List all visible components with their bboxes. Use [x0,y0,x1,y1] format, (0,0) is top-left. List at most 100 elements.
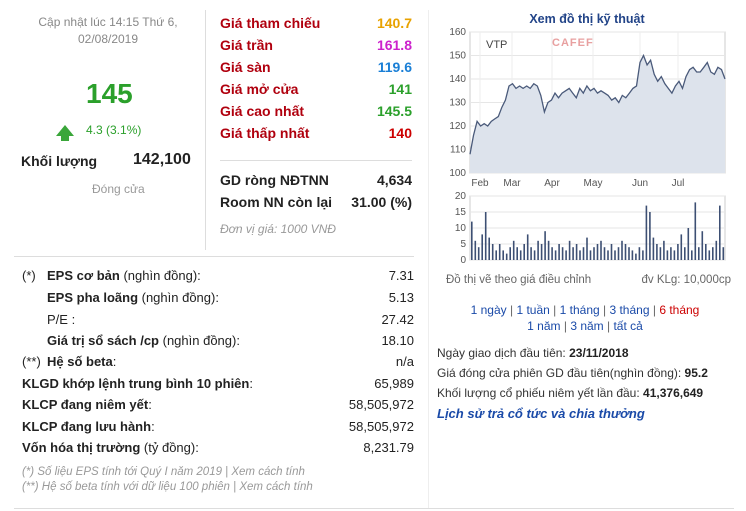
volume-bar [484,212,487,260]
price-tick-label: 160 [449,28,466,38]
volume-bar [652,237,655,260]
foreign-net-row: GD ròng NĐTNN 4,634 [220,172,412,188]
financial-row-label: KLCP đang lưu hành: [22,419,155,440]
market-status: Đóng cửa [92,182,145,196]
timeframe-option[interactable]: 6 tháng [659,303,700,317]
volume-bar [649,212,651,260]
first-listed-volume-label: Khối lượng cổ phiếu niêm yết lần đầu: [437,386,640,400]
volume-bar [712,247,714,260]
financial-row-value: 5.13 [388,290,414,305]
price-row: Giá mở cửa 141 [220,81,412,103]
timeframe-option[interactable]: 3 năm [570,319,604,333]
financial-row-label: KLCP đang niêm yết: [22,397,152,418]
stock-chart[interactable]: 100 110 120 130 140 150 160 0 5 10 15 20 Feb Mar Apr Ma… [440,28,735,268]
volume-bar [687,228,690,260]
divider [14,508,734,509]
volume-bar [631,250,634,260]
price-tick-label: 110 [450,145,466,156]
financial-row-name: KLCP đang niêm yết [22,397,149,412]
price-area [470,55,725,173]
price-row-value: 145.5 [376,103,412,119]
timeframe-option[interactable]: tất cả [613,319,643,333]
price-row-label: Giá trần [220,37,273,53]
financial-row-prefix: (*) [22,268,36,283]
timeframe-option[interactable]: 1 tuần [516,303,550,317]
foreign-room-value: 31.00 (%) [351,194,412,210]
financial-row-value: 65,989 [374,376,414,391]
update-time: Cập nhật lúc 14:15 Thứ 6, 02/08/2019 [38,15,178,46]
volume-bar [691,250,693,260]
volume-bar [561,247,564,260]
timeframe-option[interactable]: 3 tháng [609,303,650,317]
financial-row-value: 18.10 [381,333,414,348]
volume-bar [596,244,599,260]
first-listed-volume: Khối lượng cổ phiếu niêm yết lần đầu: 41… [437,386,703,400]
financial-row: EPS pha loãng (nghìn đồng): 5.13 [22,290,414,311]
volume-bar [603,247,606,260]
financial-row-value: 27.42 [381,312,414,327]
financial-row: KLCP đang lưu hành: 58,505,972 [22,419,414,440]
cafef-logo: CAFEF [552,37,594,49]
divider [205,10,206,250]
volume-bar [540,244,543,260]
volume-bar [572,247,574,260]
financial-row: (**) Hệ số beta: n/a [22,354,414,375]
chart-note-volume-unit: đv KLg: 10,000cp [641,274,731,286]
timeframe-option[interactable]: 1 năm [527,319,561,333]
beta-note: (**) Hệ số beta tính với dữ liệu 100 phi… [22,481,313,493]
volume-bar [673,250,676,260]
price-row-value: 141 [388,81,412,97]
financial-row-name: Giá trị sổ sách /cp [47,333,159,348]
volume-bar [680,234,683,260]
volume-bar [516,247,518,260]
divider [14,256,414,257]
volume-bar [498,244,501,260]
volume-bar [698,247,700,260]
volume-bar [519,250,522,260]
financial-row-label: EPS pha loãng (nghìn đồng): [22,290,219,311]
first-close-price: Giá đóng cửa phiên GD đầu tiên(nghìn đồn… [437,366,708,380]
volume-tick-label: 10 [455,223,467,234]
volume-bar [610,244,613,260]
volume-bar [471,221,473,260]
timeframe-option[interactable]: 1 tháng [559,303,600,317]
price-row: Giá thấp nhất 140 [220,125,412,147]
foreign-room-label: Room NN còn lại [220,194,333,210]
timeframe-option[interactable]: 1 ngày [470,303,507,317]
financial-row-label: P/E : [22,312,75,333]
financial-row-label: (**) Hệ số beta: [22,354,116,375]
price-row: Giá tham chiếu 140.7 [220,15,412,37]
current-price: 145 [86,78,133,109]
x-tick-label: Jul [672,178,685,189]
volume-bar [607,250,609,260]
price-row: Giá sàn 119.6 [220,59,412,81]
financial-row-name: KLGD khớp lệnh trung bình 10 phiên [22,376,250,391]
financial-row-value: n/a [395,354,414,369]
x-tick-label: Apr [544,178,560,189]
volume-bar [614,250,616,260]
volume-bar [512,240,515,260]
price-row: Giá cao nhất 145.5 [220,103,412,125]
volume-bar [628,247,630,260]
chart-title-link[interactable]: Xem đồ thị kỹ thuật [529,12,645,26]
financial-row-value: 58,505,972 [348,397,414,412]
price-tick-label: 150 [449,51,466,62]
financial-row-unit: : [249,376,253,391]
price-row-value: 119.6 [377,59,412,75]
volume-bar [505,253,508,260]
price-row-value: 140 [388,125,412,141]
financial-row-value: 58,505,972 [348,419,414,434]
x-tick-label: Mar [503,178,521,189]
dividend-history-link[interactable]: Lịch sử trả cổ tức và chia thưởng [437,406,645,421]
volume-bar [659,247,662,260]
first-trade-date: Ngày giao dịch đầu tiên: 23/11/2018 [437,346,629,360]
financial-row-prefix: (**) [22,354,41,369]
volume-bar [701,231,704,260]
first-close-price-value: 95.2 [684,366,708,380]
volume-bar [495,250,497,260]
volume-bar [719,205,721,260]
price-tick-label: 140 [449,74,466,85]
volume-bar [586,237,588,260]
divider [428,10,429,508]
volume-bar [502,250,504,260]
